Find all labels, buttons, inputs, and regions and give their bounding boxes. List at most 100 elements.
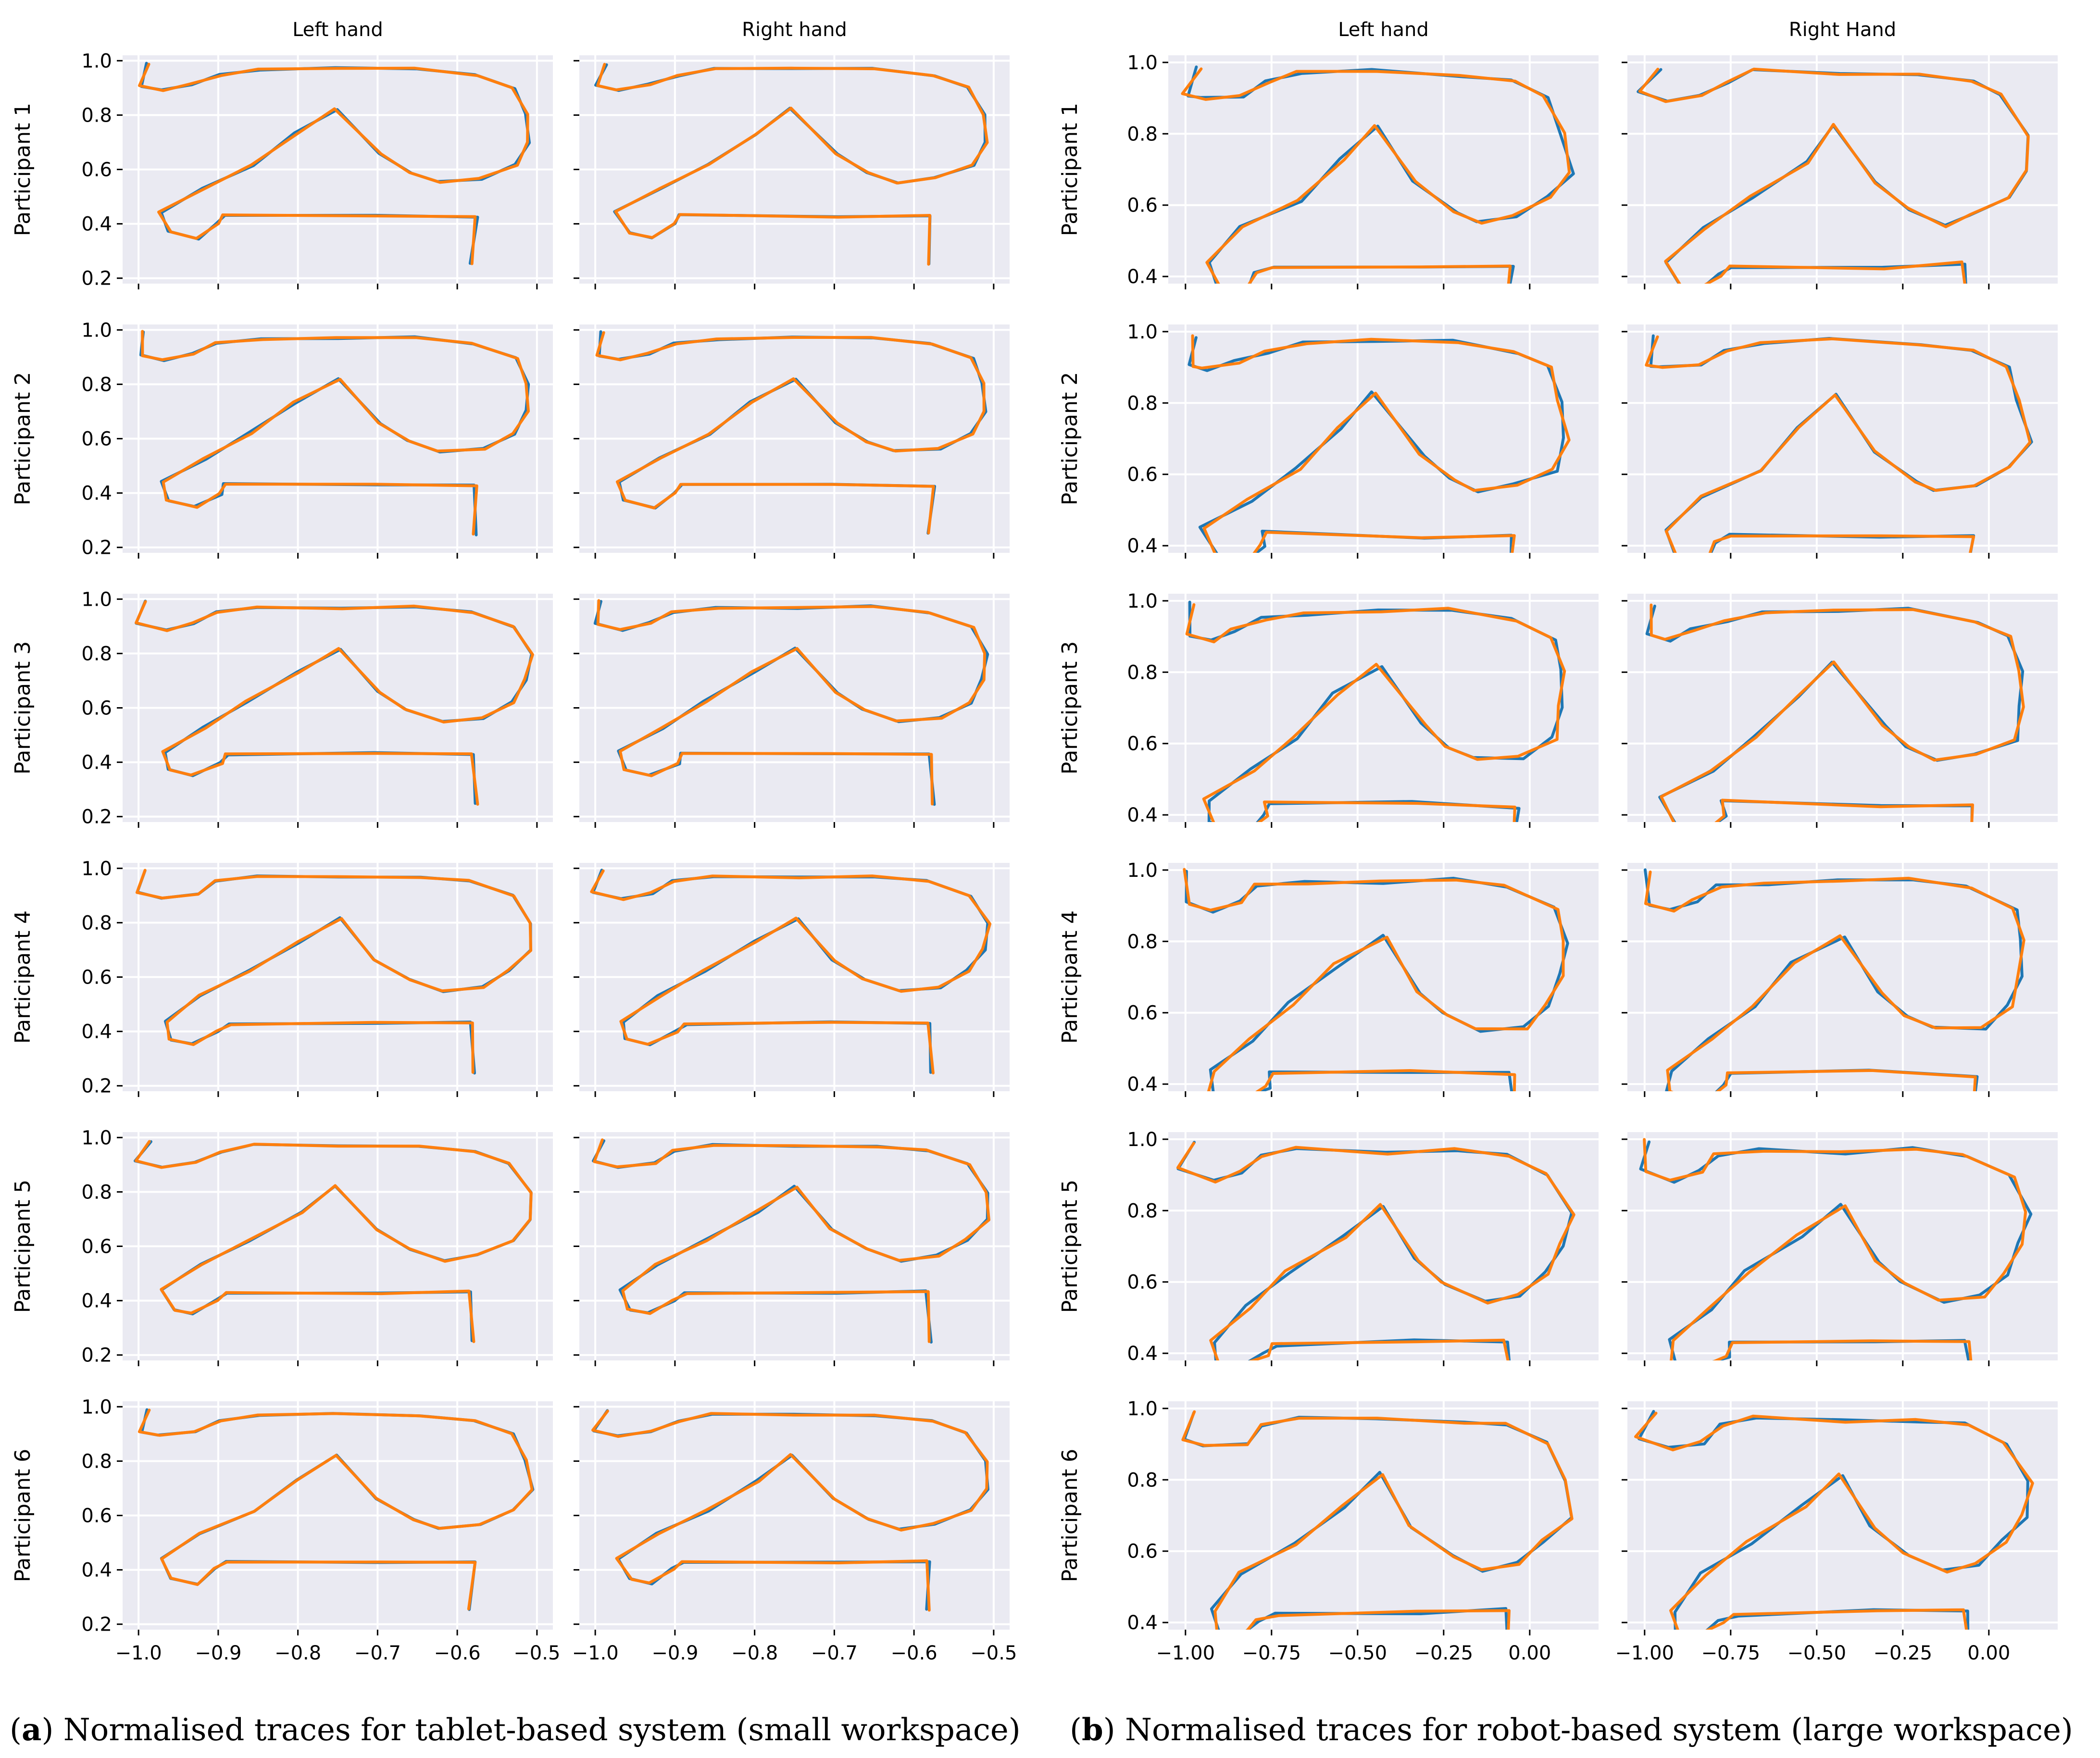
y-tick-label: 0.6 (81, 1505, 112, 1527)
trace-orange (135, 869, 533, 1074)
x-tick-label: −0.7 (354, 1642, 401, 1664)
y-tick-label: 0.2 (81, 1075, 112, 1097)
row-label-participant-5: Participant 5 (11, 1180, 35, 1313)
caption-a-text: Normalised traces for tablet-based syste… (63, 1712, 1021, 1748)
y-tick-label: 0.8 (1127, 661, 1158, 684)
panel-a-r5-c1: 0.2 0.4 0.6 0.8 1.0 Participant 5 (11, 1127, 553, 1367)
x-tick-label: −0.6 (891, 1642, 938, 1664)
panel-b-r5-c2 (1622, 1132, 2058, 1366)
y-tick-label: 1.0 (81, 588, 112, 611)
x-tick-label: −0.25 (1874, 1642, 1933, 1664)
x-tick-label: −0.7 (811, 1642, 858, 1664)
panel-b-r4-c2 (1622, 863, 2058, 1097)
x-tick-label: 0.00 (1508, 1642, 1551, 1664)
y-tick-label: 0.8 (1127, 931, 1158, 953)
row-label-participant-6: Participant 6 (11, 1449, 35, 1583)
x-tick-label: −1.00 (1156, 1642, 1215, 1664)
x-tick-label: −1.00 (1615, 1642, 1675, 1664)
panel-a-r3-c1: 0.2 0.4 0.6 0.8 1.0 Participant 3 (11, 588, 553, 828)
y-tick-label: 1.0 (81, 1127, 112, 1149)
panel-background (1627, 324, 2058, 553)
column-title: Left hand (1338, 19, 1429, 41)
y-tick-label: 1.0 (1127, 860, 1158, 882)
panel-b-r3-c2 (1622, 594, 2058, 828)
trace-orange (1643, 1138, 2027, 1360)
panel-b-r3-c1: 0.4 0.6 0.8 1.0 Participant 3 (1058, 590, 1599, 828)
y-tick-label: 0.6 (81, 967, 112, 989)
y-tick-label: 1.0 (81, 858, 112, 880)
y-tick-label: 0.8 (1127, 392, 1158, 414)
y-tick-label: 0.6 (1127, 1272, 1158, 1294)
y-tick-label: 1.0 (81, 319, 112, 341)
panel-b-r6-c1: −1.00 −0.75 −0.50 −0.25 0.00 0.4 0.6 0.8 1.0 Part… (1058, 1398, 1599, 1664)
y-tick-label: 1.0 (81, 50, 112, 72)
panel-a-r2-c2 (574, 324, 1010, 559)
panel-background (1168, 594, 1599, 822)
trace-orange (591, 1409, 989, 1612)
y-tick-label: 1.0 (81, 1396, 112, 1418)
panel-b-r1-c1: 0.4 0.6 0.8 1.0 Left hand Participant 1 (1058, 19, 1599, 289)
y-tick-label: 0.8 (81, 1450, 112, 1472)
row-label-participant-3: Participant 3 (1058, 641, 1082, 775)
y-tick-label: 0.2 (81, 268, 112, 290)
y-tick-label: 0.6 (81, 1236, 112, 1258)
trace-orange (1638, 67, 2030, 284)
panel-b-r6-c2: −1.00 −0.75 −0.50 −0.25 0.00 (1615, 1401, 2058, 1664)
x-tick-label: 0.00 (1967, 1642, 2010, 1664)
row-label-participant-3: Participant 3 (11, 641, 35, 775)
panel-a-r4-c1: 0.2 0.4 0.6 0.8 1.0 Participant 4 (11, 858, 553, 1097)
column-title: Right Hand (1789, 19, 1896, 41)
trace-orange (1176, 1142, 1575, 1360)
x-tick-label: −0.50 (1788, 1642, 1847, 1664)
x-tick-label: −0.75 (1701, 1642, 1761, 1664)
panel-background (1168, 1132, 1599, 1360)
caption-b-letter: b (1082, 1712, 1103, 1748)
x-tick-label: −0.5 (970, 1642, 1017, 1664)
y-tick-label: 0.2 (81, 1614, 112, 1636)
x-tick-label: −1.0 (572, 1642, 619, 1664)
trace-orange (1181, 1410, 1574, 1630)
trace-orange (1634, 1411, 2034, 1630)
trace-orange (595, 331, 986, 535)
row-label-participant-1: Participant 1 (11, 103, 35, 237)
y-tick-label: 0.6 (81, 428, 112, 450)
panel-a-r6-c1: −1.0 −0.9 −0.8 −0.7 −0.6 −0.5 0.2 0.4 0.6 0.8 1.0 P… (11, 1396, 560, 1664)
y-tick-label: 0.4 (1127, 1073, 1158, 1096)
y-tick-label: 0.6 (1127, 1541, 1158, 1563)
x-tick-label: −0.9 (651, 1642, 698, 1664)
panel-b-r2-c2 (1622, 324, 2058, 559)
x-tick-label: −0.50 (1328, 1642, 1388, 1664)
y-tick-label: 0.8 (1127, 123, 1158, 145)
y-tick-label: 1.0 (1127, 590, 1158, 612)
trace-orange (141, 330, 530, 536)
panel-b-r4-c1: 0.4 0.6 0.8 1.0 Participant 4 (1058, 860, 1599, 1097)
x-tick-label: −1.0 (115, 1642, 162, 1664)
trace-orange (590, 869, 992, 1074)
panel-a-r4-c2 (574, 863, 1010, 1097)
row-label-participant-5: Participant 5 (1058, 1180, 1082, 1313)
y-tick-label: 0.8 (81, 104, 112, 126)
row-label-participant-2: Participant 2 (1058, 372, 1082, 506)
y-tick-label: 0.4 (1127, 266, 1158, 288)
plot-grid: 0.2 0.4 0.6 0.8 1.0 Left hand Participant 1 Rig… (11, 19, 2058, 1664)
y-tick-label: 0.8 (81, 912, 112, 934)
trace-orange (138, 1409, 534, 1610)
panel-a-r3-c2 (574, 594, 1010, 828)
panel-background (1168, 55, 1599, 284)
trace-orange (596, 599, 987, 806)
y-tick-label: 0.4 (81, 213, 112, 236)
panel-b-r5-c1: 0.4 0.6 0.8 1.0 Participant 5 (1058, 1129, 1599, 1366)
y-tick-label: 1.0 (1127, 52, 1158, 74)
x-tick-label: −0.8 (731, 1642, 778, 1664)
trace-orange (134, 1140, 533, 1343)
y-tick-label: 0.2 (81, 806, 112, 828)
y-tick-label: 0.4 (81, 483, 112, 505)
y-tick-label: 0.4 (81, 1290, 112, 1312)
y-tick-label: 0.8 (1127, 1200, 1158, 1222)
y-tick-label: 1.0 (1127, 1398, 1158, 1420)
panel-a-r1-c2: Right hand (574, 19, 1010, 289)
y-tick-label: 0.4 (81, 1021, 112, 1043)
y-tick-label: 0.4 (1127, 1612, 1158, 1634)
x-tick-label: −0.6 (434, 1642, 481, 1664)
